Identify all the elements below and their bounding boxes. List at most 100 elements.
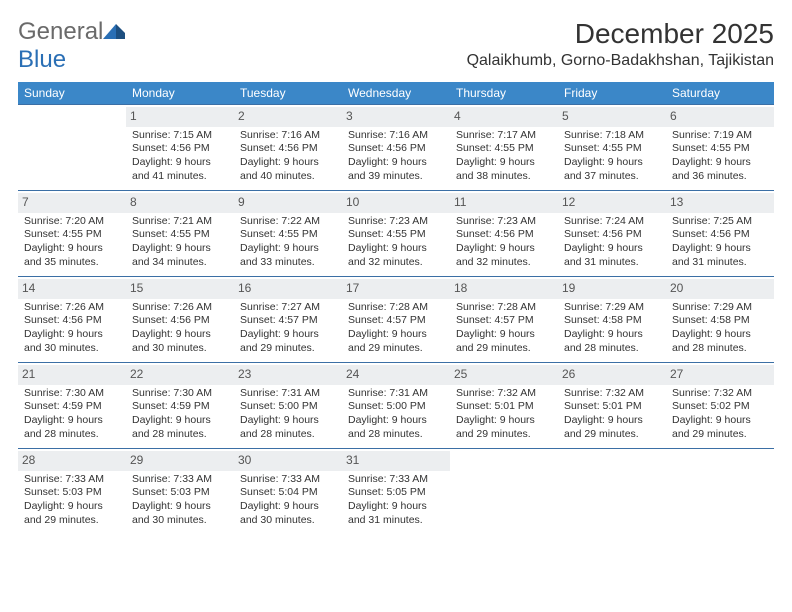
day-number: 12 bbox=[558, 193, 666, 213]
day-number: 24 bbox=[342, 365, 450, 385]
sunrise-line: Sunrise: 7:32 AM bbox=[564, 387, 660, 401]
sunrise-line: Sunrise: 7:29 AM bbox=[564, 301, 660, 315]
sunrise-line: Sunrise: 7:33 AM bbox=[24, 473, 120, 487]
daylight-line: Daylight: 9 hours and 40 minutes. bbox=[240, 156, 336, 183]
day-number: 29 bbox=[126, 451, 234, 471]
sunrise-line: Sunrise: 7:20 AM bbox=[24, 215, 120, 229]
sunset-line: Sunset: 4:56 PM bbox=[240, 142, 336, 156]
calendar-day-cell: 1Sunrise: 7:15 AMSunset: 4:56 PMDaylight… bbox=[126, 105, 234, 191]
calendar-day-cell: 25Sunrise: 7:32 AMSunset: 5:01 PMDayligh… bbox=[450, 363, 558, 449]
day-number: 13 bbox=[666, 193, 774, 213]
weekday-header: Thursday bbox=[450, 82, 558, 105]
sunrise-line: Sunrise: 7:33 AM bbox=[132, 473, 228, 487]
day-number: 7 bbox=[18, 193, 126, 213]
calendar-day-cell bbox=[558, 449, 666, 535]
weekday-row: Sunday Monday Tuesday Wednesday Thursday… bbox=[18, 82, 774, 105]
weekday-header: Monday bbox=[126, 82, 234, 105]
day-number: 3 bbox=[342, 107, 450, 127]
day-number: 15 bbox=[126, 279, 234, 299]
calendar-day-cell: 19Sunrise: 7:29 AMSunset: 4:58 PMDayligh… bbox=[558, 277, 666, 363]
calendar-day-cell: 3Sunrise: 7:16 AMSunset: 4:56 PMDaylight… bbox=[342, 105, 450, 191]
calendar-day-cell bbox=[666, 449, 774, 535]
daylight-line: Daylight: 9 hours and 29 minutes. bbox=[24, 500, 120, 527]
daylight-line: Daylight: 9 hours and 31 minutes. bbox=[348, 500, 444, 527]
day-number: 21 bbox=[18, 365, 126, 385]
day-number: 9 bbox=[234, 193, 342, 213]
brand-logo: GeneralBlue bbox=[18, 18, 125, 74]
daylight-line: Daylight: 9 hours and 32 minutes. bbox=[348, 242, 444, 269]
sunset-line: Sunset: 4:59 PM bbox=[132, 400, 228, 414]
sunrise-line: Sunrise: 7:18 AM bbox=[564, 129, 660, 143]
daylight-line: Daylight: 9 hours and 36 minutes. bbox=[672, 156, 768, 183]
day-number: 20 bbox=[666, 279, 774, 299]
sunrise-line: Sunrise: 7:33 AM bbox=[348, 473, 444, 487]
daylight-line: Daylight: 9 hours and 28 minutes. bbox=[672, 328, 768, 355]
calendar-day-cell: 15Sunrise: 7:26 AMSunset: 4:56 PMDayligh… bbox=[126, 277, 234, 363]
calendar-table: Sunday Monday Tuesday Wednesday Thursday… bbox=[18, 82, 774, 535]
sunset-line: Sunset: 5:04 PM bbox=[240, 486, 336, 500]
sunset-line: Sunset: 4:55 PM bbox=[564, 142, 660, 156]
weekday-header: Saturday bbox=[666, 82, 774, 105]
calendar-day-cell: 24Sunrise: 7:31 AMSunset: 5:00 PMDayligh… bbox=[342, 363, 450, 449]
daylight-line: Daylight: 9 hours and 31 minutes. bbox=[564, 242, 660, 269]
daylight-line: Daylight: 9 hours and 35 minutes. bbox=[24, 242, 120, 269]
sunset-line: Sunset: 4:56 PM bbox=[348, 142, 444, 156]
sunset-line: Sunset: 5:05 PM bbox=[348, 486, 444, 500]
calendar-day-cell: 11Sunrise: 7:23 AMSunset: 4:56 PMDayligh… bbox=[450, 191, 558, 277]
day-number: 18 bbox=[450, 279, 558, 299]
day-number: 26 bbox=[558, 365, 666, 385]
daylight-line: Daylight: 9 hours and 29 minutes. bbox=[456, 328, 552, 355]
sunrise-line: Sunrise: 7:22 AM bbox=[240, 215, 336, 229]
calendar-day-cell: 29Sunrise: 7:33 AMSunset: 5:03 PMDayligh… bbox=[126, 449, 234, 535]
sunset-line: Sunset: 5:00 PM bbox=[348, 400, 444, 414]
sunrise-line: Sunrise: 7:30 AM bbox=[24, 387, 120, 401]
sunrise-line: Sunrise: 7:17 AM bbox=[456, 129, 552, 143]
sunrise-line: Sunrise: 7:15 AM bbox=[132, 129, 228, 143]
month-title: December 2025 bbox=[467, 18, 774, 50]
sunset-line: Sunset: 5:00 PM bbox=[240, 400, 336, 414]
daylight-line: Daylight: 9 hours and 30 minutes. bbox=[240, 500, 336, 527]
weekday-header: Tuesday bbox=[234, 82, 342, 105]
daylight-line: Daylight: 9 hours and 38 minutes. bbox=[456, 156, 552, 183]
sunrise-line: Sunrise: 7:23 AM bbox=[456, 215, 552, 229]
daylight-line: Daylight: 9 hours and 34 minutes. bbox=[132, 242, 228, 269]
day-number: 30 bbox=[234, 451, 342, 471]
sunset-line: Sunset: 5:01 PM bbox=[456, 400, 552, 414]
calendar-day-cell: 26Sunrise: 7:32 AMSunset: 5:01 PMDayligh… bbox=[558, 363, 666, 449]
daylight-line: Daylight: 9 hours and 30 minutes. bbox=[132, 328, 228, 355]
daylight-line: Daylight: 9 hours and 28 minutes. bbox=[132, 414, 228, 441]
header: GeneralBlue December 2025 Qalaikhumb, Go… bbox=[18, 18, 774, 74]
brand-part1: General bbox=[18, 18, 103, 45]
calendar-body: 1Sunrise: 7:15 AMSunset: 4:56 PMDaylight… bbox=[18, 105, 774, 535]
sunset-line: Sunset: 4:55 PM bbox=[348, 228, 444, 242]
sunset-line: Sunset: 4:56 PM bbox=[24, 314, 120, 328]
sunrise-line: Sunrise: 7:23 AM bbox=[348, 215, 444, 229]
sunset-line: Sunset: 4:57 PM bbox=[456, 314, 552, 328]
day-number: 4 bbox=[450, 107, 558, 127]
calendar-day-cell: 8Sunrise: 7:21 AMSunset: 4:55 PMDaylight… bbox=[126, 191, 234, 277]
day-number: 2 bbox=[234, 107, 342, 127]
sunset-line: Sunset: 4:56 PM bbox=[132, 142, 228, 156]
day-number: 17 bbox=[342, 279, 450, 299]
sunrise-line: Sunrise: 7:33 AM bbox=[240, 473, 336, 487]
calendar-day-cell: 5Sunrise: 7:18 AMSunset: 4:55 PMDaylight… bbox=[558, 105, 666, 191]
sunset-line: Sunset: 4:56 PM bbox=[564, 228, 660, 242]
sunset-line: Sunset: 4:58 PM bbox=[564, 314, 660, 328]
sunset-line: Sunset: 5:03 PM bbox=[24, 486, 120, 500]
calendar-day-cell: 21Sunrise: 7:30 AMSunset: 4:59 PMDayligh… bbox=[18, 363, 126, 449]
sunrise-line: Sunrise: 7:19 AM bbox=[672, 129, 768, 143]
sunset-line: Sunset: 4:56 PM bbox=[456, 228, 552, 242]
daylight-line: Daylight: 9 hours and 39 minutes. bbox=[348, 156, 444, 183]
sunrise-line: Sunrise: 7:25 AM bbox=[672, 215, 768, 229]
day-number: 31 bbox=[342, 451, 450, 471]
calendar-week-row: 21 Sunrise: 7:30 AM Sunset: 4:59 PMDayligh… bbox=[18, 363, 774, 449]
sunset-line: Sunset: 4:58 PM bbox=[672, 314, 768, 328]
calendar-day-cell: 23Sunrise: 7:31 AMSunset: 5:00 PMDayligh… bbox=[234, 363, 342, 449]
daylight-line: Daylight: 9 hours and 31 minutes. bbox=[672, 242, 768, 269]
sunrise-line: Sunrise: 7:32 AM bbox=[672, 387, 768, 401]
calendar-day-cell: 14Sunrise: 7:26 AMSunset: 4:56 PMDayligh… bbox=[18, 277, 126, 363]
sunrise-line: Sunrise: 7:31 AM bbox=[348, 387, 444, 401]
calendar-week-row: 7Sunrise: 7:20 AMSunset: 4:55 PMDaylight… bbox=[18, 191, 774, 277]
day-number: 14 bbox=[18, 279, 126, 299]
location: Qalaikhumb, Gorno-Badakhshan, Tajikistan bbox=[467, 52, 774, 70]
